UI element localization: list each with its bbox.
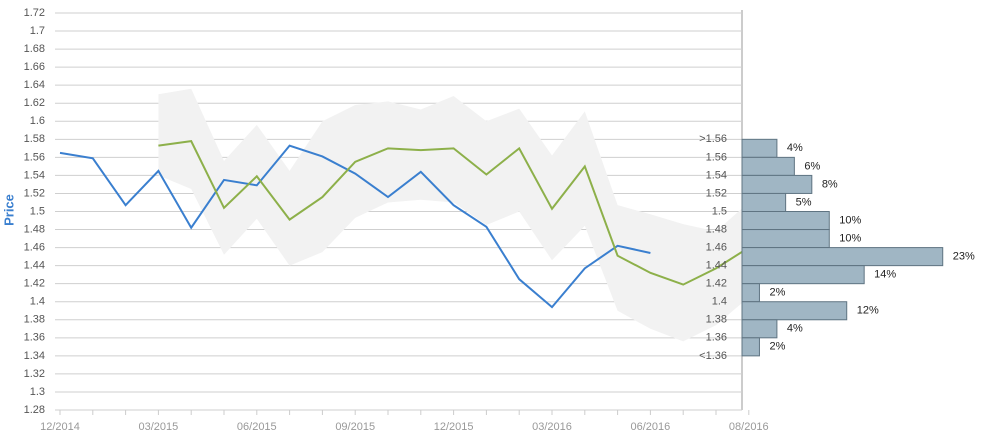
bin-edge-label: >1.56 bbox=[699, 133, 727, 145]
bar-value-label: 4% bbox=[787, 323, 803, 335]
bar-value-label: 2% bbox=[769, 341, 785, 353]
y-tick-label: 1.3 bbox=[30, 386, 45, 398]
y-tick-label: 1.54 bbox=[24, 169, 45, 181]
bin-edge-label: 1.44 bbox=[706, 260, 727, 272]
x-tick-label: 06/2016 bbox=[631, 421, 671, 433]
bar-value-label: 14% bbox=[874, 269, 896, 281]
x-tick-label: 08/2016 bbox=[729, 421, 769, 433]
bin-edge-label: 1.46 bbox=[706, 241, 727, 253]
bin-edge-label: 1.56 bbox=[706, 151, 727, 163]
bar-value-label: 10% bbox=[839, 214, 861, 226]
y-tick-label: 1.62 bbox=[24, 97, 45, 109]
series-line bbox=[158, 140, 750, 286]
histogram-bar bbox=[741, 192, 787, 212]
x-tick-label: 09/2015 bbox=[335, 421, 375, 433]
bin-edge-label: 1.5 bbox=[712, 205, 727, 217]
bar-value-label: 2% bbox=[769, 287, 785, 299]
y-tick-label: 1.42 bbox=[24, 278, 45, 290]
y-tick-label: 1.4 bbox=[30, 296, 45, 308]
y-tick-label: 1.72 bbox=[24, 7, 45, 19]
histogram-bar bbox=[741, 301, 848, 321]
histogram-bar bbox=[741, 174, 813, 194]
y-tick-label: 1.56 bbox=[24, 151, 45, 163]
x-tick-label: 06/2015 bbox=[237, 421, 277, 433]
x-tick-label: 12/2015 bbox=[434, 421, 474, 433]
y-tick-label: 1.68 bbox=[24, 43, 45, 55]
histogram-bar bbox=[741, 138, 778, 158]
y-tick-label: 1.44 bbox=[24, 260, 45, 272]
histogram-bar bbox=[741, 283, 760, 303]
bin-edge-label: 1.52 bbox=[706, 187, 727, 199]
y-tick-label: 1.28 bbox=[24, 404, 45, 416]
series-line bbox=[59, 144, 651, 309]
y-tick-label: 1.38 bbox=[24, 314, 45, 326]
y-tick-label: 1.64 bbox=[24, 79, 45, 91]
x-tick-label: 03/2015 bbox=[139, 421, 179, 433]
bar-value-label: 12% bbox=[857, 305, 879, 317]
bin-edge-label: 1.4 bbox=[712, 296, 727, 308]
y-tick-label: 1.32 bbox=[24, 368, 45, 380]
y-axis-label: Price bbox=[1, 194, 16, 226]
bin-edge-label: 1.42 bbox=[706, 278, 727, 290]
y-tick-label: 1.66 bbox=[24, 61, 45, 73]
x-tick-label: 12/2014 bbox=[40, 421, 80, 433]
y-tick-label: 1.7 bbox=[30, 25, 45, 37]
bin-edge-label: 1.48 bbox=[706, 223, 727, 235]
x-tick-label: 03/2016 bbox=[532, 421, 572, 433]
bar-value-label: 10% bbox=[839, 232, 861, 244]
histogram-bar bbox=[741, 247, 944, 267]
histogram-bar bbox=[741, 337, 760, 357]
histogram-bar bbox=[741, 265, 865, 285]
bin-edge-label: <1.36 bbox=[699, 350, 727, 362]
y-tick-label: 1.5 bbox=[30, 205, 45, 217]
y-tick-label: 1.46 bbox=[24, 241, 45, 253]
bar-value-label: 23% bbox=[953, 251, 975, 263]
range-band bbox=[158, 88, 749, 342]
bin-edge-label: 1.38 bbox=[706, 314, 727, 326]
bar-value-label: 5% bbox=[796, 196, 812, 208]
bin-edge-label: 1.54 bbox=[706, 169, 727, 181]
histogram-bar bbox=[741, 229, 830, 249]
histogram-bar bbox=[741, 156, 795, 176]
bin-edge-label: 1.36 bbox=[706, 332, 727, 344]
bar-value-label: 8% bbox=[822, 178, 838, 190]
histogram-bar bbox=[741, 319, 778, 339]
bar-value-label: 6% bbox=[804, 160, 820, 172]
y-tick-label: 1.34 bbox=[24, 350, 45, 362]
histogram-bar bbox=[741, 211, 830, 231]
y-tick-label: 1.52 bbox=[24, 187, 45, 199]
y-tick-label: 1.36 bbox=[24, 332, 45, 344]
bar-value-label: 4% bbox=[787, 142, 803, 154]
y-tick-label: 1.48 bbox=[24, 223, 45, 235]
y-tick-label: 1.58 bbox=[24, 133, 45, 145]
y-tick-label: 1.6 bbox=[30, 115, 45, 127]
